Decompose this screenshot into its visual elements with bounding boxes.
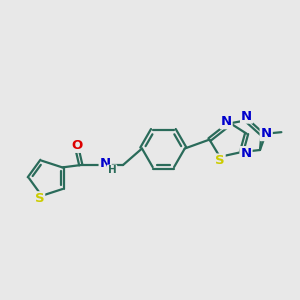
- Text: H: H: [108, 165, 116, 176]
- Text: O: O: [72, 139, 83, 152]
- Text: S: S: [215, 154, 225, 167]
- Text: N: N: [220, 115, 232, 128]
- Text: N: N: [100, 157, 111, 170]
- Text: S: S: [34, 192, 44, 205]
- Text: N: N: [261, 127, 272, 140]
- Text: N: N: [241, 110, 252, 123]
- Text: N: N: [240, 147, 252, 160]
